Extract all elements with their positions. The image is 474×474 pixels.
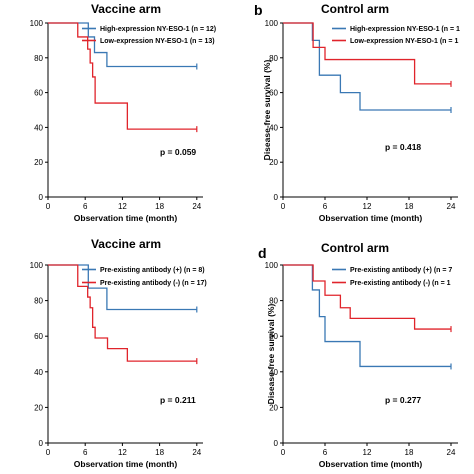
y-tick-label: 0 [39,193,44,202]
km-curve-series-1 [48,22,197,68]
x-axis-label: Observation time (month) [74,459,178,469]
km-curve-series-2 [283,264,451,330]
y-tick-label: 60 [34,332,43,341]
chart-panel-2: 0 6 12 18 24 0 20 40 60 80 100 Observation time (mo… [254,2,460,223]
x-tick-label: 0 [46,448,51,457]
x-tick-label: 0 [281,202,286,211]
y-tick-label: 60 [269,89,278,98]
x-axis-label: Observation time (month) [319,459,423,469]
x-tick-label: 18 [155,202,164,211]
chart-title: Vaccine arm [91,2,161,16]
x-tick-label: 0 [281,448,286,457]
legend-entry: Pre-existing antibody (+) (n = 8) [100,267,205,274]
y-tick-label: 20 [34,403,43,412]
x-tick-label: 12 [363,202,372,211]
x-tick-label: 6 [83,448,88,457]
y-tick-label: 100 [265,261,279,270]
y-tick-label: 40 [269,123,278,132]
x-tick-label: 12 [118,202,127,211]
x-tick-label: 18 [155,448,164,457]
legend-entry: High-expression NY-ESO-1 (n = 12) [100,26,216,33]
x-tick-label: 18 [405,448,414,457]
y-tick-label: 20 [269,158,278,167]
y-axis-label: Disease-free survival (%) [266,304,276,405]
chart-title: Control arm [321,2,389,16]
km-curve-series-1 [283,22,451,111]
x-tick-label: 12 [363,448,372,457]
p-value-label: p = 0.277 [385,395,421,405]
p-value-label: p = 0.211 [160,395,196,405]
p-value-label: p = 0.059 [160,147,196,157]
x-tick-label: 0 [46,202,51,211]
legend-entry: High-expression NY-ESO-1 (n = 1 [350,26,460,33]
y-tick-label: 100 [30,261,44,270]
y-tick-label: 100 [30,19,44,28]
km-curve-series-2 [48,264,197,362]
y-tick-label: 20 [269,403,278,412]
legend-entry: Low-expression NY-ESO-1 (n = 13) [100,38,215,45]
km-curve-series-2 [48,22,197,130]
x-tick-label: 12 [118,448,127,457]
x-tick-label: 24 [447,448,456,457]
y-tick-label: 60 [269,332,278,341]
y-tick-label: 0 [39,439,44,448]
legend-entry: Pre-existing antibody (-) (n = 17) [100,280,207,287]
y-tick-label: 80 [269,297,278,306]
x-tick-label: 6 [83,202,88,211]
legend-entry: Pre-existing antibody (-) (n = 1 [350,280,451,287]
panel-letter: d [258,245,267,261]
x-tick-label: 18 [405,202,414,211]
y-tick-label: 80 [34,297,43,306]
km-curve-series-2 [283,22,451,85]
x-axis-label: Observation time (month) [74,213,178,223]
y-tick-label: 100 [265,19,279,28]
chart-panel-3: 0 6 12 18 24 0 20 40 60 80 100 Observation time (mo… [30,237,207,469]
panel-letter: b [254,2,263,18]
km-curve-series-1 [48,264,197,311]
y-tick-label: 40 [269,368,278,377]
y-tick-label: 80 [34,54,43,63]
y-tick-label: 0 [274,439,279,448]
x-axis-label: Observation time (month) [319,213,423,223]
x-tick-label: 24 [192,202,201,211]
chart-title: Vaccine arm [91,237,161,251]
y-tick-label: 80 [269,54,278,63]
x-tick-label: 24 [192,448,201,457]
chart-panel-1: 0 6 12 18 24 0 20 40 60 80 100 Observation time (mo… [30,2,216,223]
edge-mask [466,0,474,474]
chart-title: Control arm [321,241,389,255]
y-tick-label: 40 [34,368,43,377]
legend-entry: Low-expression NY-ESO-1 (n = 1 [350,38,458,45]
p-value-label: p = 0.418 [385,142,421,152]
y-tick-label: 20 [34,158,43,167]
y-tick-label: 60 [34,89,43,98]
x-tick-label: 6 [323,202,328,211]
y-tick-label: 0 [274,193,279,202]
km-curve-series-1 [283,264,451,368]
x-tick-label: 6 [323,448,328,457]
chart-panel-4: 0 6 12 18 24 0 20 40 60 80 100 Observation time (mo… [258,241,458,469]
legend-entry: Pre-existing antibody (+) (n = 7 [350,267,452,274]
y-tick-label: 40 [34,123,43,132]
y-axis-label: Disease-free survival (%) [262,60,272,161]
x-tick-label: 24 [447,202,456,211]
